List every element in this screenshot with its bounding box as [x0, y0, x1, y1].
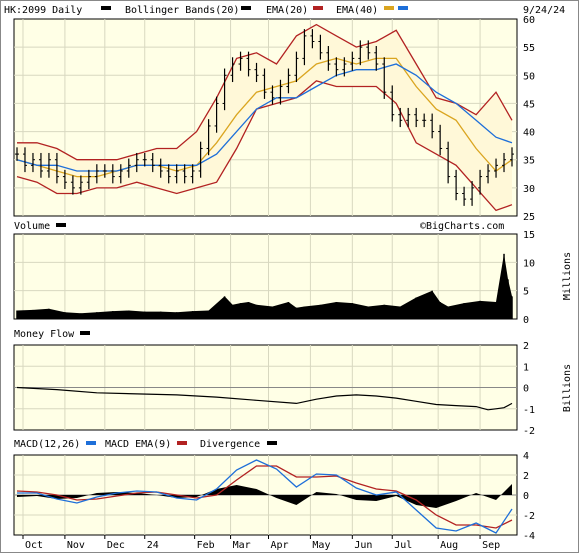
- volume-area: [17, 253, 512, 319]
- x-tick-label: Aug: [440, 540, 458, 551]
- volume-tick-label: 5: [523, 287, 529, 298]
- macd-legend-ema: MACD EMA(9): [105, 439, 171, 450]
- price-tick-label: 25: [523, 212, 535, 223]
- ema40-line: [16, 63, 513, 172]
- x-tick-label: May: [312, 540, 330, 551]
- price-tick-label: 45: [523, 99, 535, 110]
- legend-ema40-swatch: [384, 6, 394, 10]
- volume-ylabel: Millions: [562, 252, 573, 300]
- price-title: HK:2099 Daily: [4, 5, 82, 16]
- volume-tick-label: 10: [523, 258, 535, 269]
- chart-date: 9/24/24: [523, 5, 565, 16]
- watermark: ©BigCharts.com: [420, 221, 504, 232]
- moneyflow-line: [14, 386, 517, 411]
- legend-ema20-swatch: [313, 6, 323, 10]
- legend-blue-swatch: [398, 6, 408, 10]
- x-tick-label: Jun: [354, 540, 372, 551]
- legend-bollinger-swatch: [241, 6, 251, 10]
- bollinger-lower-line: [16, 80, 513, 212]
- macd-tick-label: 2: [523, 471, 529, 482]
- moneyflow-ylabel: Billions: [562, 364, 573, 412]
- legend-bollinger: Bollinger Bands(20): [125, 5, 239, 16]
- bollinger-band-fill: [17, 24, 512, 211]
- macd-ema-line: [16, 465, 513, 529]
- legend-ema40: EMA(40): [336, 5, 378, 16]
- price-tick-label: 30: [523, 184, 535, 195]
- moneyflow-tick-label: -1: [523, 405, 535, 416]
- moneyflow-tick-label: 1: [523, 362, 529, 373]
- x-tick-label: Apr: [270, 540, 288, 551]
- macd-swatch: [86, 441, 96, 445]
- x-tick-label: Feb: [197, 540, 215, 551]
- divergence-swatch: [267, 441, 277, 445]
- bollinger-upper-line: [17, 23, 513, 161]
- volume-title: Volume: [14, 221, 50, 232]
- macd-tick-label: -4: [523, 531, 535, 542]
- price-plot: [15, 23, 514, 212]
- price-tick-label: 35: [523, 156, 535, 167]
- volume-grid: [14, 234, 517, 319]
- moneyflow-tick-label: -2: [523, 426, 535, 437]
- x-tick-label: 24: [147, 540, 159, 551]
- x-tick-label: Mar: [233, 540, 251, 551]
- x-tick-label: Nov: [67, 540, 85, 551]
- macd-tick-label: 4: [523, 451, 529, 462]
- title-swatch: [101, 6, 111, 10]
- macd-legend-divergence: Divergence: [200, 439, 260, 450]
- macd-tick-label: 0: [523, 491, 529, 502]
- x-tick-label: Sep: [482, 540, 500, 551]
- volume-bars: [16, 253, 513, 319]
- macd-tick-label: -2: [523, 511, 535, 522]
- price-tick-label: 60: [523, 15, 535, 26]
- x-tick-label: Jul: [394, 540, 412, 551]
- moneyflow-swatch: [80, 331, 90, 335]
- x-tick-label: Oct: [25, 540, 43, 551]
- price-tick-label: 50: [523, 71, 535, 82]
- macd-y-ticks: 4 2 0 -2 -4: [523, 451, 535, 542]
- x-axis: Oct Nov Dec 24 Feb Mar Apr May Jun Jul Aug Sep: [22, 535, 500, 551]
- moneyflow-line-path: [16, 386, 513, 411]
- legend-ema20: EMA(20): [266, 5, 308, 16]
- macd-plot: [14, 459, 517, 534]
- moneyflow-title: Money Flow: [14, 329, 75, 340]
- volume-tick-label: 0: [523, 315, 529, 326]
- price-tick-label: 40: [523, 128, 535, 139]
- macd-line: [17, 459, 513, 534]
- volume-y-ticks: 15 10 5 0: [523, 230, 535, 326]
- divergence-area: [17, 484, 512, 508]
- moneyflow-y-ticks: 2 1 0 -1 -2: [523, 341, 535, 437]
- macd-ema-swatch: [177, 441, 187, 445]
- volume-swatch: [56, 223, 66, 227]
- moneyflow-tick-label: 0: [523, 384, 529, 395]
- moneyflow-tick-label: 2: [523, 341, 529, 352]
- x-tick-label: Dec: [107, 540, 125, 551]
- price-tick-label: 55: [523, 43, 535, 54]
- macd-legend-macd: MACD(12,26): [14, 439, 80, 450]
- volume-tick-label: 15: [523, 230, 535, 241]
- ema20-line: [16, 57, 513, 178]
- price-y-ticks: 60 55 50 45 40 35 30 25: [523, 15, 535, 223]
